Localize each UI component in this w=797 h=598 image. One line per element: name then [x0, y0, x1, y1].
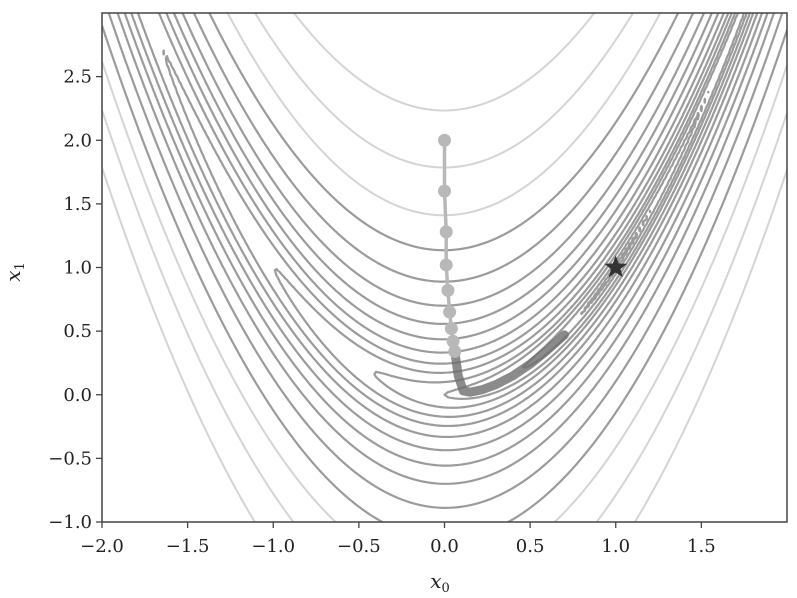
path-point-5	[443, 305, 457, 319]
contour-level-80	[107, 13, 784, 509]
optimization-path	[438, 133, 569, 397]
x-axis-label: x0	[430, 569, 450, 596]
path-point-6	[444, 322, 458, 336]
path-line-upper	[442, 140, 457, 352]
minimum-star-icon	[604, 255, 628, 278]
minimum-marker-layer	[604, 255, 628, 278]
path-point-4	[441, 283, 455, 297]
x-tick-label: 1.0	[601, 536, 630, 557]
contour-level-32	[123, 13, 769, 467]
x-tick-label: −2.0	[80, 536, 124, 557]
contour-lines	[102, 13, 787, 522]
y-tick-label: 1.0	[63, 258, 92, 279]
contour-level-12	[136, 13, 759, 439]
path-point-3	[439, 258, 453, 272]
contour-level-4	[273, 13, 752, 418]
x-tick-label: −1.5	[166, 536, 210, 557]
path-line-lower	[450, 330, 569, 397]
x-tick-label: 1.5	[687, 536, 716, 557]
y-tick-label: 2.0	[63, 130, 92, 151]
path-point-1	[438, 184, 451, 198]
contour-level-500	[102, 13, 787, 522]
x-axis-ticks: −2.0 −1.5 −1.0 −0.5 0.0 0.5 1.0 1.5	[80, 522, 716, 557]
contour-level-50	[116, 13, 776, 485]
y-tick-label: 2.5	[63, 67, 92, 88]
path-point-7	[446, 334, 460, 348]
y-tick-label: 0.0	[63, 385, 92, 406]
y-tick-label: 1.5	[63, 194, 92, 215]
x-tick-label: −1.0	[251, 536, 295, 557]
path-point-8	[448, 344, 462, 358]
y-axis-ticks: −1.0 −0.5 0.0 0.5 1.0 1.5 2.0 2.5	[48, 67, 102, 533]
contour-level-7	[162, 13, 755, 428]
contour-level-320	[102, 13, 787, 522]
contour-level-2	[373, 13, 748, 409]
contour-level-1	[443, 13, 745, 400]
contour-level-130	[102, 13, 787, 522]
y-axis-label: x1	[1, 262, 28, 282]
y-tick-label: −1.0	[48, 512, 92, 533]
x-tick-label: 0.5	[516, 536, 545, 557]
y-tick-label: −0.5	[48, 448, 92, 469]
x-tick-label: 0.0	[430, 536, 459, 557]
contour-level-20	[130, 13, 764, 452]
contour-level-200	[102, 13, 787, 522]
path-point-0	[438, 133, 451, 147]
path-point-2	[439, 225, 453, 239]
y-tick-label: 0.5	[63, 321, 92, 342]
x-tick-label: −0.5	[337, 536, 381, 557]
